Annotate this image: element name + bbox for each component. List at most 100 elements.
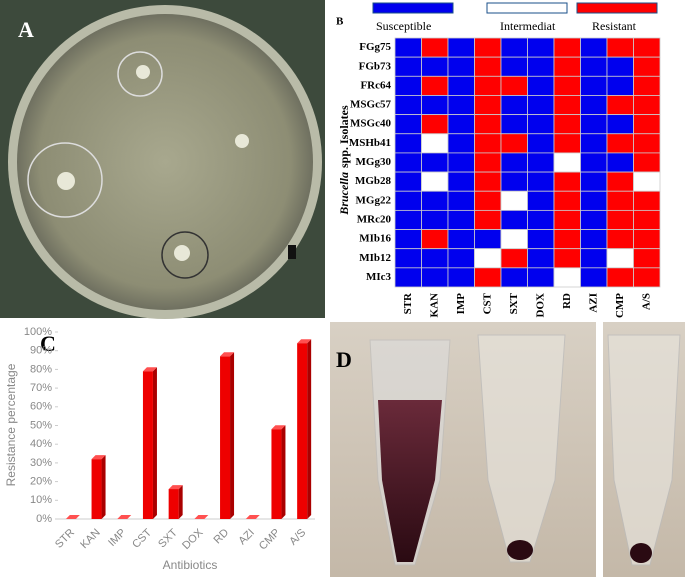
- cell: [500, 229, 528, 250]
- column-label: AZI: [587, 293, 599, 313]
- bar: [91, 459, 102, 519]
- cell: [447, 133, 475, 154]
- heatmap: B Susceptible Intermediat Resistant FGg75 FGb…: [330, 0, 685, 318]
- cell: [580, 229, 608, 250]
- cell: [633, 152, 661, 173]
- cell: [527, 248, 555, 269]
- column-label: IMP: [455, 293, 467, 315]
- cell: [580, 56, 608, 77]
- cell: [500, 248, 528, 269]
- cell: [606, 190, 634, 211]
- column-label: RD: [561, 293, 573, 309]
- cell: [500, 152, 528, 173]
- cell: [553, 152, 581, 173]
- cell: [606, 209, 634, 230]
- cell: [633, 267, 661, 288]
- cell: [527, 209, 555, 230]
- cell: [421, 209, 449, 230]
- x-tick-label: IMP: [106, 527, 128, 549]
- cell: [421, 37, 449, 58]
- cell: [394, 229, 422, 250]
- bar: [142, 371, 153, 519]
- y-tick-label: 80%: [30, 363, 52, 375]
- cell: [447, 248, 475, 269]
- cell: [394, 267, 422, 288]
- cell: [500, 75, 528, 96]
- cell: [553, 95, 581, 116]
- legend-swatch: [486, 2, 568, 14]
- cell: [606, 133, 634, 154]
- cell: [633, 248, 661, 269]
- y-tick-label: 90%: [30, 345, 52, 357]
- cell: [474, 114, 502, 135]
- bar: [168, 489, 179, 519]
- y-tick-label: 100%: [24, 326, 52, 338]
- cell: [474, 75, 502, 96]
- cell: [553, 114, 581, 135]
- column-label: CMP: [614, 293, 626, 318]
- y-axis-label: Resistance percentage: [4, 363, 18, 486]
- cell: [527, 267, 555, 288]
- bar: [297, 343, 308, 519]
- cell: [527, 152, 555, 173]
- row-label: MSGc40: [350, 118, 391, 130]
- photo-d: D: [330, 322, 685, 577]
- cell: [527, 37, 555, 58]
- cell: [447, 56, 475, 77]
- cell: [474, 95, 502, 116]
- x-tick-label: CMP: [257, 527, 283, 553]
- cell: [606, 37, 634, 58]
- cell: [447, 95, 475, 116]
- column-label: DOX: [534, 293, 546, 318]
- cell: [394, 37, 422, 58]
- cell: [474, 133, 502, 154]
- cell: [500, 190, 528, 211]
- bar-top: [220, 352, 235, 357]
- cell: [633, 229, 661, 250]
- cell: [553, 37, 581, 58]
- row-label: MGb28: [355, 175, 392, 187]
- cell: [421, 190, 449, 211]
- bar-side: [101, 455, 106, 519]
- row-label: MGg30: [356, 156, 392, 168]
- cell: [580, 152, 608, 173]
- cell: [553, 209, 581, 230]
- bar-top: [65, 515, 80, 519]
- x-tick-label: DOX: [180, 526, 206, 552]
- cell: [447, 75, 475, 96]
- bar-side: [281, 425, 286, 519]
- cell: [580, 114, 608, 135]
- cell: [447, 152, 475, 173]
- cell: [527, 229, 555, 250]
- cell: [447, 229, 475, 250]
- cell: [527, 114, 555, 135]
- cell: [394, 56, 422, 77]
- cell: [474, 152, 502, 173]
- y-axis-label: Brucella spp. Isolates: [337, 105, 351, 216]
- cell: [500, 37, 528, 58]
- cell: [421, 152, 449, 173]
- cell: [394, 248, 422, 269]
- row-label: MIc3: [366, 271, 392, 283]
- cell: [394, 190, 422, 211]
- legend-label: Intermediat: [500, 19, 556, 33]
- y-tick-label: 60%: [30, 401, 52, 413]
- bar-top: [117, 515, 132, 519]
- cell: [394, 171, 422, 192]
- cell: [553, 248, 581, 269]
- x-tick-label: KAN: [78, 527, 103, 552]
- bar-top: [297, 339, 312, 344]
- cell: [633, 133, 661, 154]
- cell: [633, 37, 661, 58]
- cell: [606, 152, 634, 173]
- cell: [474, 56, 502, 77]
- y-axis-label-text: spp. Isolates: [337, 105, 351, 168]
- bar-side: [152, 367, 157, 519]
- cell: [394, 114, 422, 135]
- cell: [606, 267, 634, 288]
- cell: [606, 248, 634, 269]
- cell: [474, 267, 502, 288]
- cell: [580, 133, 608, 154]
- cell: [421, 114, 449, 135]
- x-axis-label: Antibiotics: [163, 558, 218, 572]
